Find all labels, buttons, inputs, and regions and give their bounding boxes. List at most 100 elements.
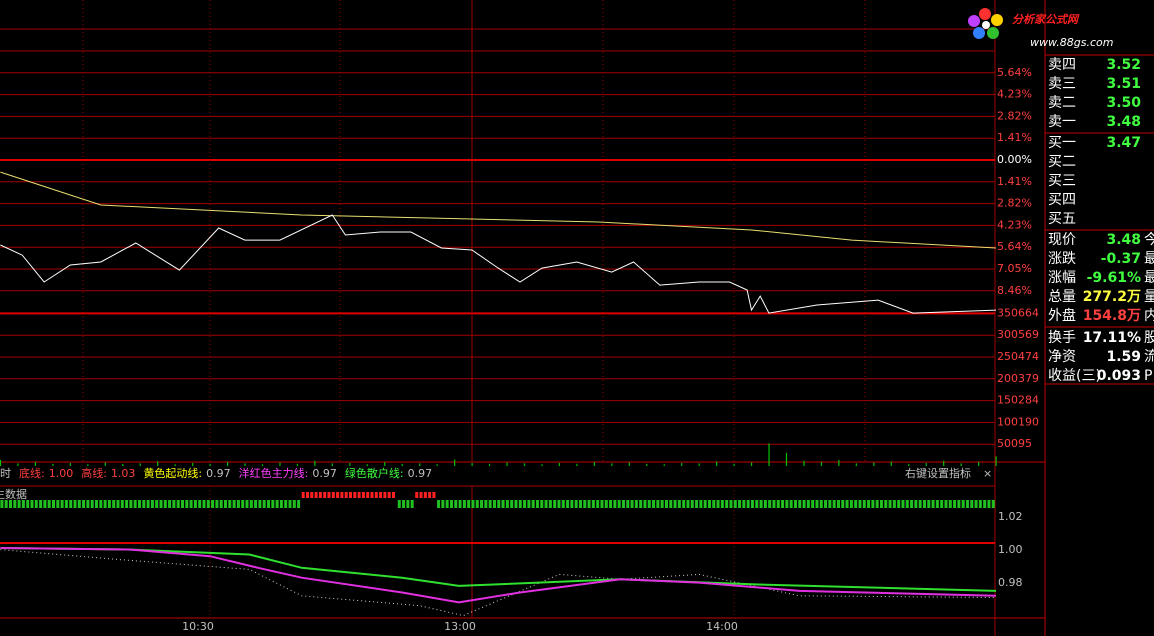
signal-bar [527, 500, 531, 508]
signal-bar [626, 500, 630, 508]
signal-bar [609, 500, 613, 508]
signal-bar [652, 500, 656, 508]
signal-bar [77, 500, 81, 508]
volume-bar [174, 464, 176, 466]
signal-bar [232, 500, 236, 508]
quote-value: 154.8万 [1083, 308, 1141, 324]
volume-tick-label: 300569 [997, 328, 1039, 341]
pct-tick-label: 8.46% [997, 284, 1032, 297]
signal-bar [353, 492, 357, 498]
volume-bar [401, 463, 403, 466]
volume-bar [611, 463, 613, 466]
signal-bar [73, 500, 77, 508]
volume-bar [331, 463, 333, 466]
quote-tail: 内 [1144, 308, 1154, 324]
signal-bar [314, 492, 318, 498]
signal-bar [733, 500, 737, 508]
logo: 分析家公式网 www.88gs.com [968, 8, 1113, 49]
signal-bar [454, 500, 458, 508]
volume-bar [960, 463, 962, 466]
signal-bar [544, 500, 548, 508]
signal-bar [669, 500, 673, 508]
signal-bar [656, 500, 660, 508]
signal-bar [841, 500, 845, 508]
signal-bar [987, 500, 991, 508]
volume-bar [768, 443, 770, 466]
signal-bar [142, 500, 146, 508]
signal-bar [931, 500, 935, 508]
volume-bar [87, 464, 89, 466]
volume-bar [209, 463, 211, 466]
signal-bar [432, 492, 436, 498]
signal-bar [488, 500, 492, 508]
quote-label: 现价 [1048, 232, 1076, 248]
signal-bar [892, 500, 896, 508]
signal-bar [888, 500, 892, 508]
signal-bar [914, 500, 918, 508]
volume-bar [69, 462, 71, 466]
signal-bar [781, 500, 785, 508]
signal-bar [288, 500, 292, 508]
signal-bar [90, 500, 94, 508]
signal-bar [202, 500, 206, 508]
pct-tick-label: 1.41% [997, 175, 1032, 188]
quote-value: 3.48 [1106, 232, 1141, 248]
signal-bar [639, 500, 643, 508]
volume-bar [34, 462, 37, 466]
signal-bar [703, 500, 707, 508]
signal-bar [634, 500, 638, 508]
signal-bar [867, 500, 871, 508]
signal-bar [819, 500, 823, 508]
signal-bar [241, 500, 245, 508]
quote-label: 买一 [1048, 135, 1076, 151]
signal-bar [510, 500, 514, 508]
signal-bar [501, 500, 505, 508]
signal-bar [323, 492, 327, 498]
signal-bar [155, 500, 159, 508]
quote-tail: 流 [1144, 349, 1154, 365]
signal-bar [262, 500, 266, 508]
signal-bar [927, 500, 931, 508]
volume-bar [471, 462, 473, 466]
signal-bar [750, 500, 754, 508]
signal-bar [540, 500, 544, 508]
close-button[interactable]: × [983, 467, 992, 480]
volume-bar [978, 462, 980, 466]
signal-bar [695, 500, 699, 508]
indicator-tick-label: 0.98 [998, 576, 1023, 589]
signal-bar [578, 500, 582, 508]
avg-line [0, 171, 997, 249]
signal-bar [60, 500, 64, 508]
legend-value: 1.00 [49, 467, 74, 480]
signal-bar [553, 500, 557, 508]
signal-bar [306, 492, 309, 498]
signal-bar [4, 500, 8, 508]
volume-bar [314, 460, 316, 466]
volume-tick-label: 350664 [997, 306, 1039, 319]
volume-bar [803, 460, 805, 466]
signal-bar [471, 500, 475, 508]
signal-bar [497, 500, 501, 508]
volume-tick-label: 200379 [997, 372, 1039, 385]
signal-bar [374, 492, 378, 498]
signal-bar [802, 500, 806, 508]
signal-bar [428, 492, 432, 498]
signal-bar [824, 500, 828, 508]
volume-bar [873, 462, 875, 466]
signal-bar [30, 500, 34, 508]
indicator-tick-label: 1.00 [998, 543, 1023, 556]
volume-bar [139, 463, 141, 466]
indicator-settings[interactable]: 右键设置指标 [905, 466, 971, 480]
signal-bar [660, 500, 664, 508]
signal-bar [738, 500, 742, 508]
signal-bar [531, 500, 535, 508]
quote-label: 卖四 [1048, 57, 1076, 73]
signal-bar [86, 500, 90, 508]
volume-tick-label: 150284 [997, 394, 1039, 407]
volume-bar [785, 452, 788, 466]
quote-label: 涨跌 [1048, 251, 1076, 267]
pct-tick-label: 5.64% [997, 240, 1032, 253]
signal-bar [9, 500, 12, 508]
signal-bar [297, 500, 301, 508]
signal-bar [755, 500, 759, 508]
